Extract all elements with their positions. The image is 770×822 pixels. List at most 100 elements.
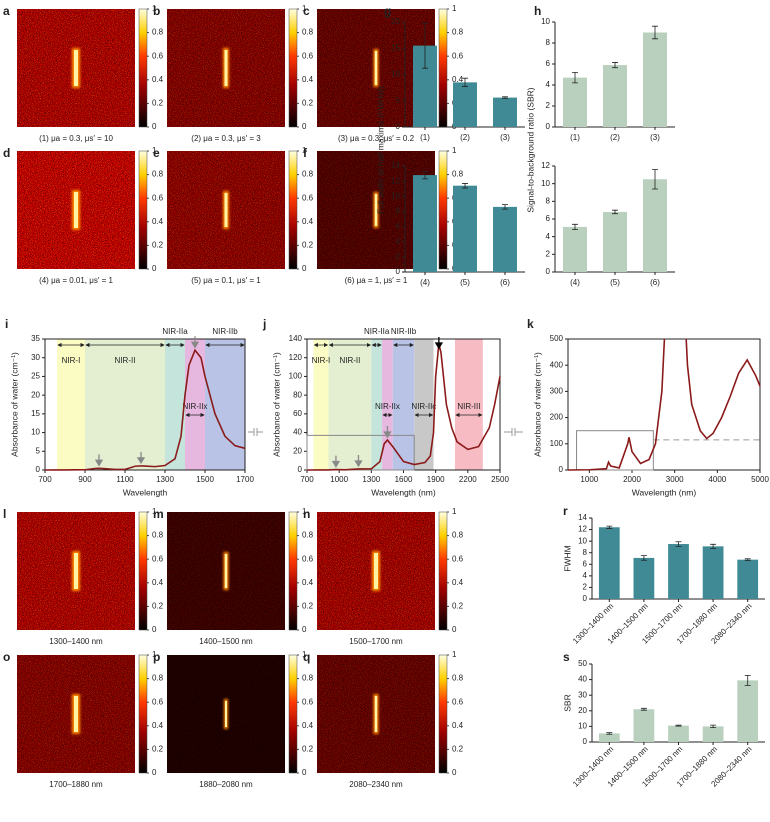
- y-tick-label: 25: [31, 372, 40, 381]
- bar: [563, 226, 587, 272]
- band-label: NIR-IIb: [212, 327, 238, 336]
- caption: (4) μa = 0.01, μs′ = 1: [39, 276, 113, 285]
- colorbar-tick-label: 0: [452, 625, 457, 634]
- plot-frame: [44, 338, 246, 471]
- band: [185, 339, 205, 470]
- colorbar-tick-label: 1: [452, 650, 457, 659]
- y-tick-label: 8: [546, 196, 551, 205]
- x-tick-label: (3): [500, 133, 510, 142]
- band-label: NIR-IIb: [391, 327, 417, 336]
- line-chart: 0 5 10 15 20 25 30 35 700 900 1100 1300 1500 1700 NIR-…: [5, 317, 254, 497]
- band: [57, 339, 85, 470]
- signal: [374, 194, 378, 226]
- y-tick-label: 10: [578, 536, 587, 545]
- x-tick-label: 2200: [459, 475, 477, 484]
- y-tick-label: 200: [550, 413, 564, 422]
- colorbar-tick-label: 0.8: [152, 28, 164, 37]
- colorbar-tick-label: 0: [452, 768, 457, 777]
- feature-arrow: [331, 455, 341, 468]
- caption: (2) μa = 0.3, μs′ = 3: [191, 134, 261, 143]
- panel-letter: c: [303, 4, 310, 18]
- colorbar-tick-label: 0.2: [452, 745, 464, 754]
- panel-letter: p: [153, 650, 160, 664]
- error-bar: [710, 724, 717, 729]
- y-axis-label: SBR: [562, 694, 572, 711]
- colorbar-tick-label: 0.2: [152, 99, 164, 108]
- y-axis-label: Absorbance of water (cm⁻¹): [532, 352, 542, 457]
- band-label: NIR-II: [339, 356, 360, 365]
- band-label: NIR-IIc: [411, 402, 436, 411]
- heatmap-panel: 0 0.2 0.4 0.6 0.8 1 1700–1880 nm o: [3, 650, 164, 789]
- y-tick-label: 40: [578, 675, 587, 684]
- colorbar-tick-label: 0.2: [302, 241, 314, 250]
- error-bar: [462, 183, 468, 189]
- band: [85, 339, 165, 470]
- band: [313, 339, 329, 470]
- connector: [248, 428, 263, 436]
- colorbar-tick-label: 0.8: [452, 674, 464, 683]
- x-tick-label: 1000: [330, 475, 348, 484]
- connectors: [248, 428, 523, 436]
- x-tick-label: 3000: [666, 475, 684, 484]
- bar: [702, 726, 724, 742]
- band-label: NIR-III: [457, 402, 480, 411]
- bar: [737, 559, 759, 599]
- colorbar-tick-label: 1: [152, 650, 157, 659]
- colorbar-tick-label: 0: [302, 264, 307, 273]
- zoom-box: [306, 434, 415, 471]
- x-tick-label: (6): [650, 278, 660, 287]
- y-tick-label: 0: [396, 267, 401, 276]
- bar: [668, 544, 689, 599]
- y-tick-label: 6: [396, 222, 401, 231]
- y-tick-label: 12: [391, 176, 400, 185]
- caption: 1400–1500 nm: [199, 637, 253, 646]
- x-tick-label: (5): [460, 278, 470, 287]
- y-tick-label: 8: [546, 38, 551, 47]
- y-tick-label: 15: [31, 409, 40, 418]
- y-tick-label: 140: [289, 334, 303, 343]
- colorbar-tick-label: 0.4: [452, 75, 464, 84]
- band-label: NIR-I: [62, 356, 81, 365]
- error-bar: [502, 96, 508, 99]
- x-tick-label: (1): [570, 133, 580, 142]
- x-axis-label: Wavelength (nm): [632, 487, 697, 497]
- colorbar-tick-label: 0.2: [152, 745, 164, 754]
- y-tick-label: 0: [583, 737, 588, 746]
- feature-arrow: [190, 336, 200, 349]
- signal: [224, 50, 228, 86]
- panel-letter: n: [303, 507, 310, 521]
- colorbar: [138, 654, 148, 774]
- signal: [374, 696, 378, 732]
- signal: [74, 696, 78, 732]
- colorbar-tick-label: 1: [302, 4, 307, 13]
- signal: [224, 554, 228, 588]
- y-tick-label: 20: [391, 17, 400, 26]
- x-tick-label: 1600: [395, 475, 413, 484]
- panel-letter: e: [153, 146, 160, 160]
- colorbar: [438, 150, 448, 270]
- colorbar: [288, 8, 298, 128]
- colorbar: [438, 511, 448, 631]
- colorbar: [288, 654, 298, 774]
- colorbar-tick-label: 0.8: [452, 28, 464, 37]
- colorbar-tick-label: 0.2: [302, 602, 314, 611]
- x-tick-label: 1700: [236, 475, 254, 484]
- bar: [643, 179, 667, 272]
- band: [205, 339, 245, 470]
- panel-letter: j: [262, 317, 266, 331]
- colorbar-tick-label: 0.2: [152, 241, 164, 250]
- y-tick-label: 120: [289, 353, 303, 362]
- band-label: NIR-IIx: [183, 402, 208, 411]
- bar: [603, 65, 627, 127]
- panel-letter: r: [563, 504, 568, 518]
- panel-letter: s: [563, 650, 570, 664]
- y-tick-label: 80: [293, 390, 302, 399]
- x-tick-label: 1300: [156, 475, 174, 484]
- colorbar-tick-label: 0.6: [302, 554, 314, 563]
- caption: 1500–1700 nm: [349, 637, 403, 646]
- error-bar: [612, 209, 618, 215]
- y-tick-label: 0: [546, 122, 551, 131]
- colorbar-tick-label: 0: [152, 768, 157, 777]
- error-bar: [502, 204, 508, 210]
